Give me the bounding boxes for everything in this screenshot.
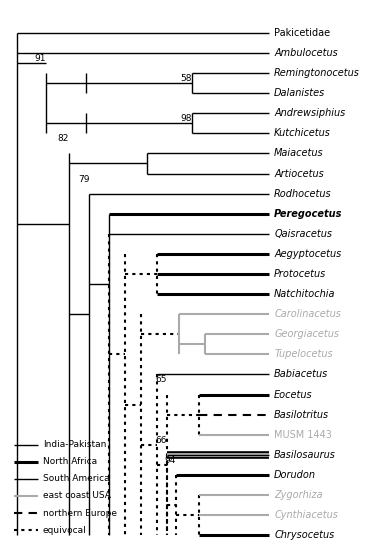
Text: 58: 58 <box>181 74 192 83</box>
Text: Remingtonocetus: Remingtonocetus <box>274 68 360 78</box>
Text: Tupelocetus: Tupelocetus <box>274 349 333 359</box>
Text: MUSM 1443: MUSM 1443 <box>274 430 332 440</box>
Text: Pakicetidae: Pakicetidae <box>274 28 330 38</box>
Text: east coast USA: east coast USA <box>43 492 111 501</box>
Text: Ambulocetus: Ambulocetus <box>274 48 338 58</box>
Text: Georgiacetus: Georgiacetus <box>274 329 339 339</box>
Text: Chrysocetus: Chrysocetus <box>274 530 334 540</box>
Text: Dalanistes: Dalanistes <box>274 88 326 98</box>
Text: Zygorhiza: Zygorhiza <box>274 490 323 500</box>
Text: Protocetus: Protocetus <box>274 269 326 279</box>
Text: Aegyptocetus: Aegyptocetus <box>274 249 341 259</box>
Text: Natchitochia: Natchitochia <box>274 289 336 299</box>
Text: northern Europe: northern Europe <box>43 508 117 517</box>
Text: Basilotritus: Basilotritus <box>274 410 329 420</box>
Text: 65: 65 <box>155 376 166 384</box>
Text: equivocal: equivocal <box>43 526 87 535</box>
Text: Carolinacetus: Carolinacetus <box>274 309 341 319</box>
Text: Babiacetus: Babiacetus <box>274 369 328 379</box>
Text: Eocetus: Eocetus <box>274 389 313 400</box>
Text: North Africa: North Africa <box>43 458 97 466</box>
Text: Artiocetus: Artiocetus <box>274 169 324 179</box>
Text: Qaisracetus: Qaisracetus <box>274 229 332 239</box>
Text: Rodhocetus: Rodhocetus <box>274 189 332 199</box>
Text: Andrewsiphius: Andrewsiphius <box>274 108 345 118</box>
Text: 94: 94 <box>165 456 176 465</box>
Text: 82: 82 <box>57 134 69 143</box>
Text: Maiacetus: Maiacetus <box>274 148 324 158</box>
Text: Peregocetus: Peregocetus <box>274 209 342 219</box>
Text: South America: South America <box>43 474 110 483</box>
Text: Basilosaurus: Basilosaurus <box>274 450 336 460</box>
Text: Dorudon: Dorudon <box>274 470 316 480</box>
Text: Kutchicetus: Kutchicetus <box>274 128 331 138</box>
Text: 66: 66 <box>155 436 166 445</box>
Text: 79: 79 <box>78 175 90 184</box>
Text: Cynthiacetus: Cynthiacetus <box>274 510 338 520</box>
Text: 98: 98 <box>181 114 192 123</box>
Text: India-Pakistan: India-Pakistan <box>43 440 106 449</box>
Text: 91: 91 <box>34 54 46 63</box>
